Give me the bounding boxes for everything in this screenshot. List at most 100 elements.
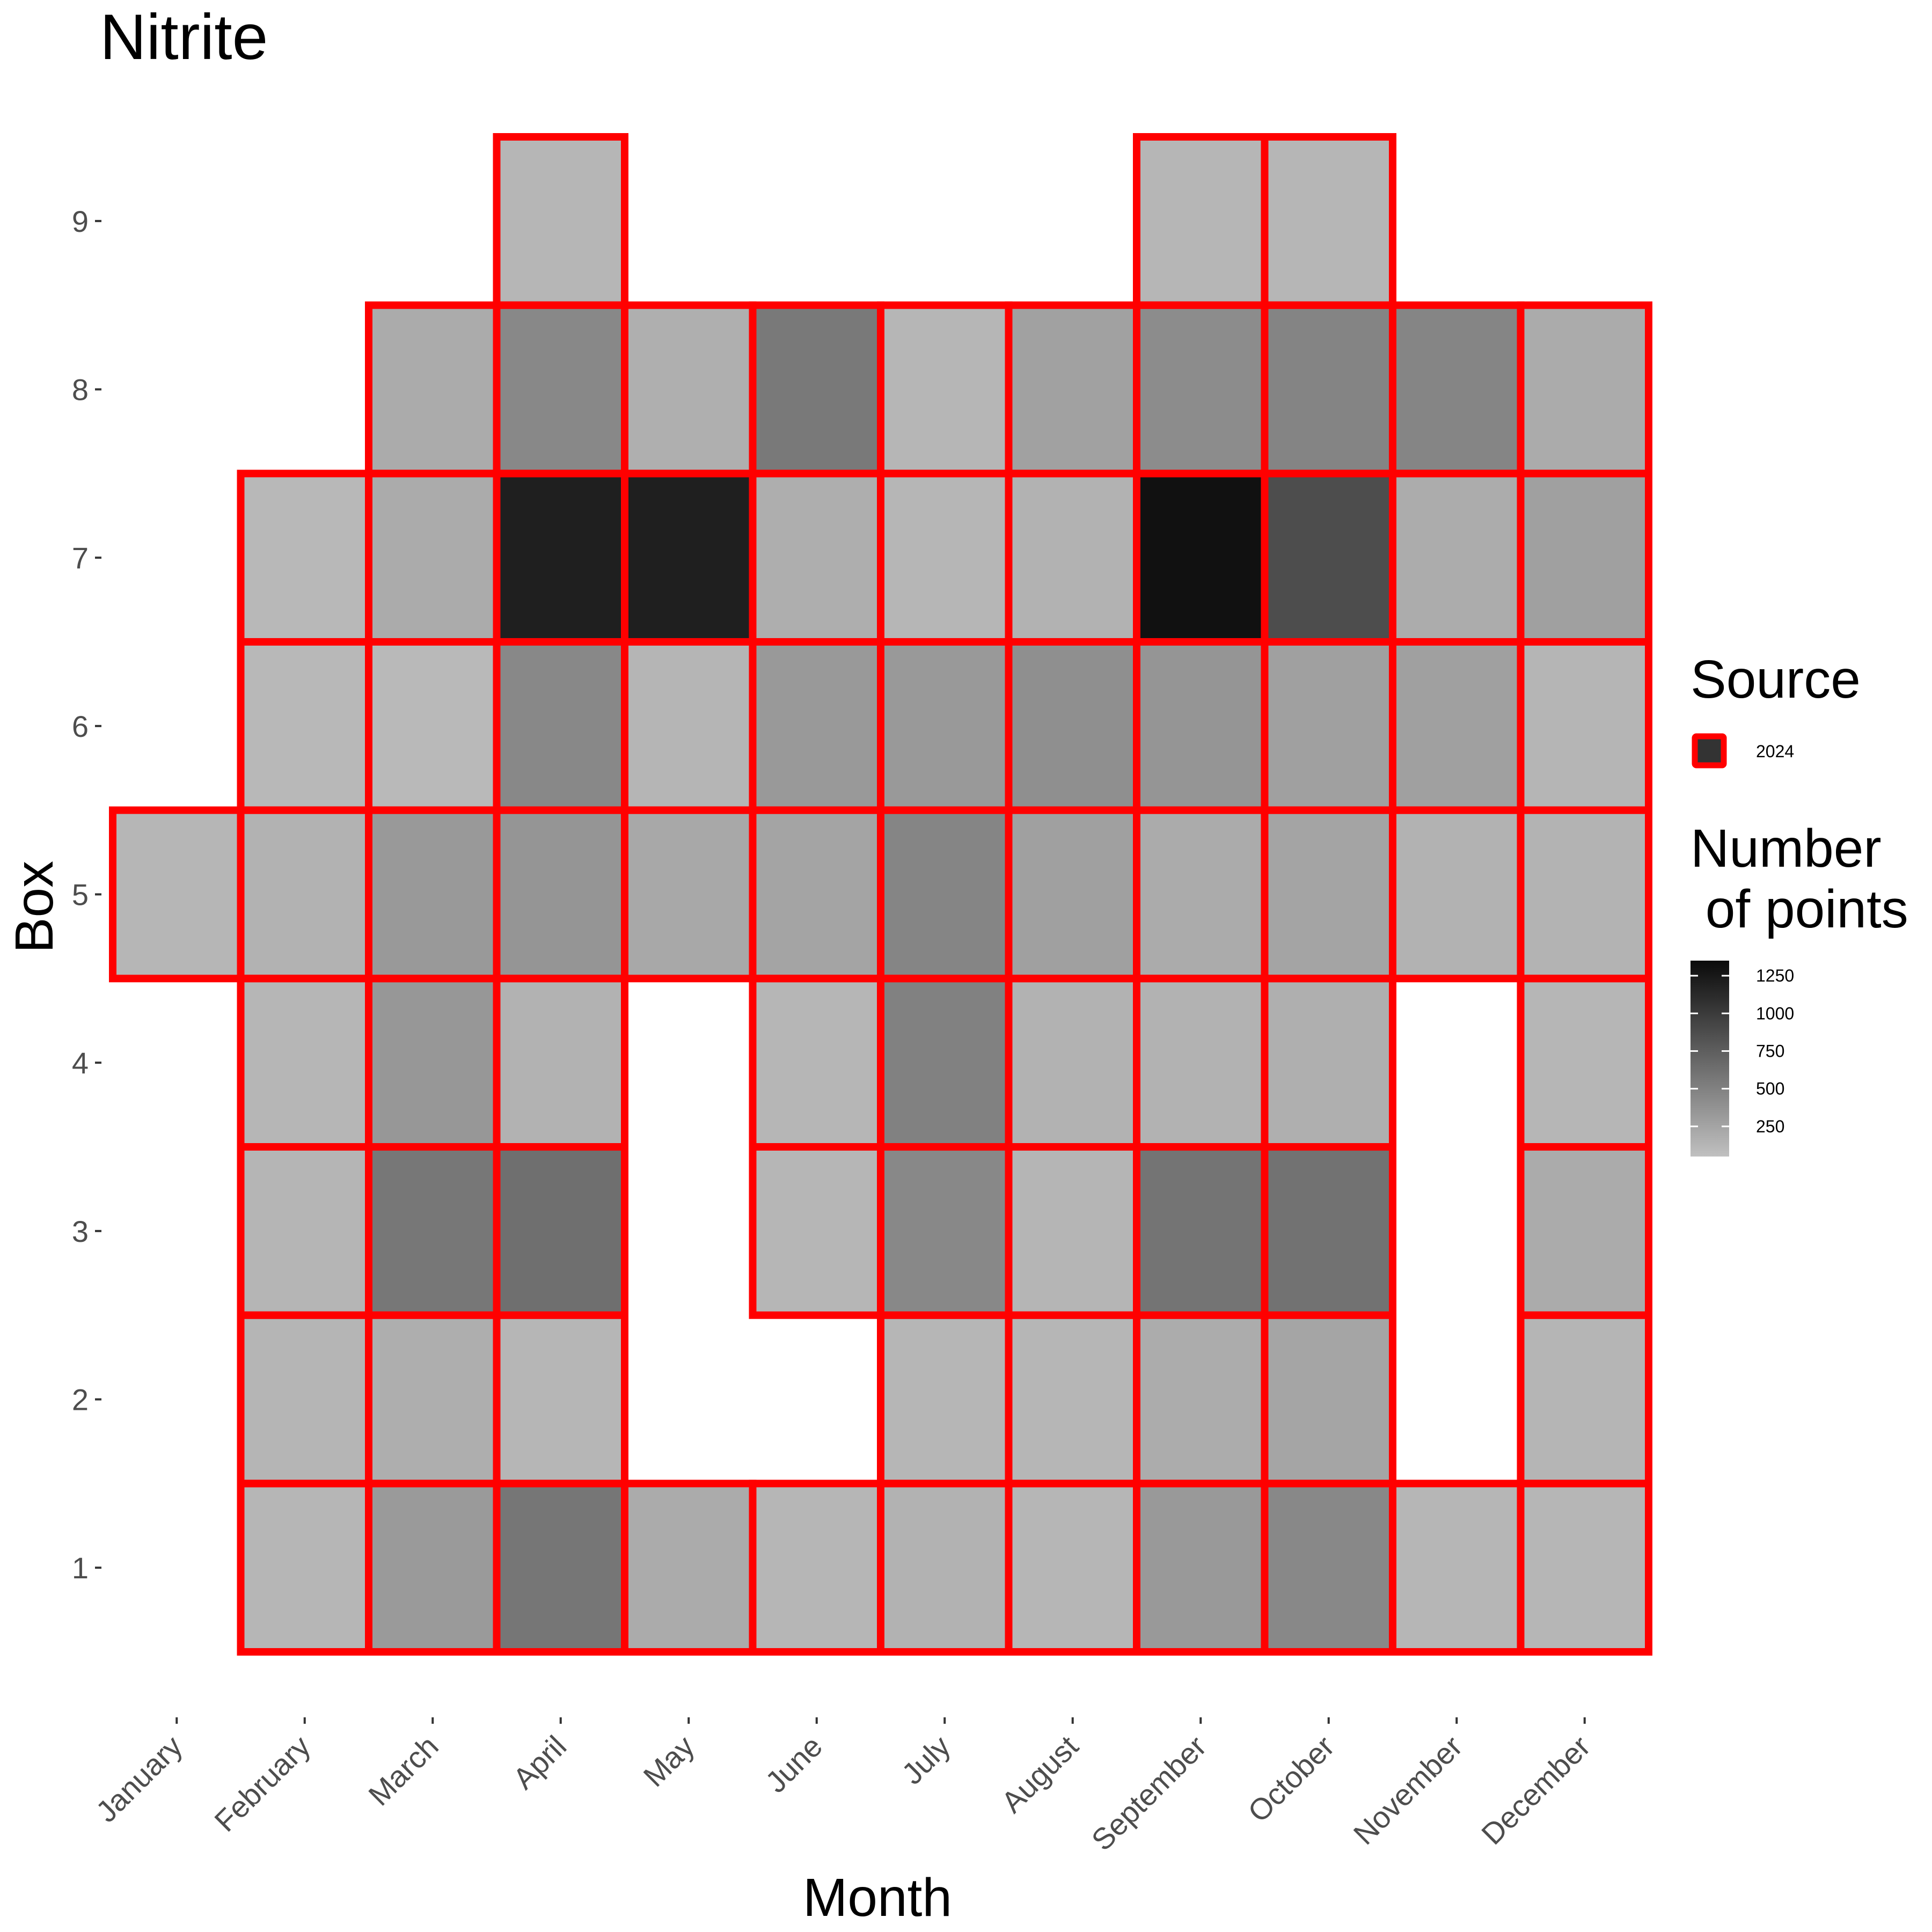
x-tick-label: May: [636, 1729, 700, 1793]
heatmap-cell: [1137, 305, 1265, 474]
heatmap-cell: [1137, 137, 1265, 305]
heatmap-cell: [881, 473, 1009, 642]
heatmap-cell: [752, 473, 881, 642]
y-tick-label: 4: [72, 1046, 89, 1080]
y-tick-label: 5: [72, 878, 89, 912]
heatmap-cell: [369, 305, 497, 474]
heatmap-cell: [881, 1147, 1009, 1315]
y-tick-label: 3: [72, 1214, 89, 1248]
heatmap-cell: [496, 978, 625, 1147]
heatmap-cell: [496, 473, 625, 642]
heatmap-cell: [496, 642, 625, 810]
heatmap-cell: [625, 305, 753, 474]
heatmap-cell: [881, 642, 1009, 810]
heatmap-cell: [1520, 1147, 1649, 1315]
heatmap-cell: [369, 473, 497, 642]
heatmap-cells: [113, 137, 1649, 1652]
heatmap-cell: [1264, 473, 1393, 642]
heatmap-cell: [1393, 305, 1521, 474]
heatmap-cell: [1264, 978, 1393, 1147]
heatmap-cell: [369, 978, 497, 1147]
heatmap-cell: [1137, 642, 1265, 810]
heatmap-cell: [240, 642, 369, 810]
heatmap-cell-outline: [1517, 301, 1652, 478]
y-tick-label: 7: [72, 541, 89, 575]
legend-source-title: Source: [1690, 649, 1861, 709]
heatmap-cell: [1520, 978, 1649, 1147]
cell-outlines: [109, 133, 1652, 1656]
heatmap-cell: [1264, 810, 1393, 979]
heatmap-cell: [496, 1483, 625, 1652]
heatmap-cell: [1393, 810, 1521, 979]
heatmap-cell: [625, 1483, 753, 1652]
y-tick-label: 9: [72, 204, 89, 238]
heatmap-cell: [240, 1483, 369, 1652]
heatmap-cell: [752, 1147, 881, 1315]
colorbar: [1690, 961, 1729, 1157]
heatmap-cell: [240, 1315, 369, 1484]
heatmap-cell: [496, 1147, 625, 1315]
heatmap-cell: [625, 642, 753, 810]
heatmap-cell: [1264, 305, 1393, 474]
heatmap-cell: [752, 978, 881, 1147]
heatmap-cell: [240, 810, 369, 979]
heatmap-cell: [1520, 473, 1649, 642]
heatmap-cell: [1393, 473, 1521, 642]
heatmap-cell: [1137, 473, 1265, 642]
heatmap-cell: [1008, 642, 1137, 810]
legend: Source 2024 Number of points 1250 1000 750…: [1690, 649, 1908, 1157]
heatmap-cell: [752, 1483, 881, 1652]
heatmap-cell: [496, 137, 625, 305]
x-tick-label: October: [1241, 1729, 1341, 1828]
heatmap-cell: [1264, 1315, 1393, 1484]
x-tick-label: November: [1347, 1729, 1469, 1851]
heatmap-cell: [1008, 810, 1137, 979]
heatmap-cell: [1008, 305, 1137, 474]
legend-count-title-line2: of points: [1690, 879, 1908, 939]
heatmap-cell: [881, 1315, 1009, 1484]
heatmap-cell: [369, 642, 497, 810]
heatmap-cell: [1520, 305, 1649, 474]
chart-title: Nitrite: [100, 1, 268, 73]
x-axis: January February March April May June July Augu…: [89, 1717, 1597, 1857]
heatmap-cell: [1393, 1483, 1521, 1652]
heatmap-cell: [240, 473, 369, 642]
x-tick-label: September: [1085, 1729, 1212, 1857]
heatmap-cell: [881, 1483, 1009, 1652]
colorbar-ticks: 1250 1000 750 500 250: [1690, 966, 1794, 1136]
heatmap-cell: [369, 1147, 497, 1315]
x-tick-label: June: [759, 1729, 829, 1799]
heatmap-cell: [752, 810, 881, 979]
y-tick-label: 1: [72, 1551, 89, 1585]
colorbar-tick-label: 250: [1756, 1117, 1784, 1136]
heatmap-cell: [1008, 1483, 1137, 1652]
heatmap-cell: [625, 810, 753, 979]
heatmap-cell: [369, 810, 497, 979]
heatmap-cell: [1264, 642, 1393, 810]
heatmap-cell: [1137, 978, 1265, 1147]
heatmap-cell: [1137, 1315, 1265, 1484]
colorbar-tick-label: 1000: [1756, 1004, 1794, 1023]
heatmap-cell: [240, 978, 369, 1147]
heatmap-cell: [1137, 1147, 1265, 1315]
heatmap-cell: [1520, 1483, 1649, 1652]
heatmap-cell: [1520, 1315, 1649, 1484]
heatmap-cell: [752, 305, 881, 474]
legend-source-label: 2024: [1756, 742, 1794, 761]
legend-source-key: [1692, 733, 1727, 769]
y-tick-label: 2: [72, 1383, 89, 1417]
x-tick-label: August: [994, 1729, 1085, 1819]
heatmap-cell: [496, 810, 625, 979]
y-axis-title: Box: [4, 861, 64, 953]
heatmap-cell: [1008, 473, 1137, 642]
x-tick-label: April: [506, 1729, 573, 1796]
heatmap-cell: [881, 978, 1009, 1147]
heatmap-cell-outline: [493, 133, 628, 309]
y-tick-label: 8: [72, 373, 89, 407]
y-axis: 1 2 3 4 5 6 7 8 9: [72, 204, 101, 1585]
colorbar-tick-label: 500: [1756, 1079, 1784, 1099]
colorbar-tick-label: 1250: [1756, 966, 1794, 985]
heatmap-cell: [369, 1315, 497, 1484]
heatmap-cell: [752, 642, 881, 810]
heatmap-cell: [1520, 810, 1649, 979]
